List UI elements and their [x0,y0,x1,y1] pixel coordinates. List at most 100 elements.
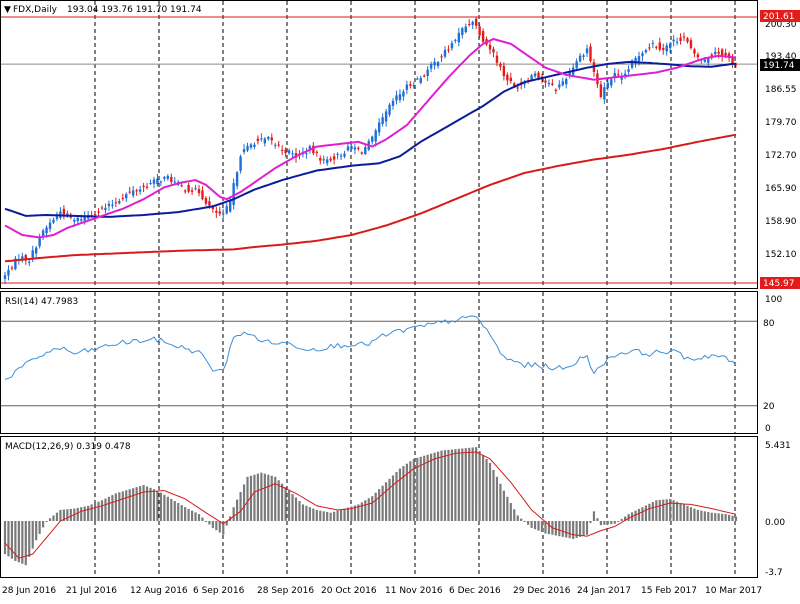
macd-histogram-bar [582,521,585,536]
macd-histogram-bar [284,487,287,521]
candle-body [658,42,661,50]
candle-body [693,49,696,54]
macd-histogram-bar [409,461,412,521]
vertical-gridlines [94,1,736,577]
macd-histogram-bar [232,507,235,521]
candle-body [187,184,190,192]
macd-histogram-bar [159,492,163,521]
price-tick-label: 186.55 [765,85,797,95]
candle-body [173,181,176,183]
candle-body [66,213,69,216]
candle-body [537,72,540,78]
candle-body [568,71,571,76]
macd-histogram-bar [263,473,266,521]
macd-series [3,447,738,566]
candle-body [225,206,228,214]
candle-body [208,201,211,206]
macd-histogram-bar [52,515,55,521]
macd-histogram-bar [45,521,48,522]
macd-histogram-bar [672,500,675,521]
macd-histogram-bar [305,505,308,521]
macd-histogram-bar [430,453,433,521]
macd-histogram-bar [457,448,460,521]
macd-histogram-bar [260,472,263,521]
candle-body [644,50,648,53]
macd-histogram-bar [28,521,31,557]
candle-body [578,55,582,62]
candle-body [544,80,547,83]
macd-histogram-bar [253,474,256,521]
macd-histogram-bar [180,505,183,521]
dropdown-arrow-icon[interactable]: ▼ [4,5,11,15]
macd-histogram-bar [682,504,686,521]
candle-body [170,177,173,183]
candle-body [440,56,443,58]
candle-body [371,136,374,142]
candle-body [31,250,34,258]
macd-histogram-bar [703,511,706,521]
macd-histogram-bar [184,507,187,521]
candle-body [620,77,623,80]
rsi-tick-label: 100 [765,295,782,305]
rsi-pane[interactable] [0,291,758,434]
macd-histogram-bar [416,457,419,521]
candle-body [565,79,568,85]
candle-body [703,59,707,62]
macd-histogram-bar [731,515,734,521]
candle-body [696,54,700,58]
candle-body [138,189,142,192]
price-tick-label: 179.70 [765,118,797,128]
macd-histogram-bar [312,508,315,521]
macd-histogram-bar [384,482,388,521]
macd-histogram-bar [468,447,471,521]
date-label: 11 Nov 2016 [385,586,443,596]
macd-pane[interactable] [0,436,758,578]
candle-body [662,48,665,51]
date-label: 29 Dec 2016 [513,586,571,596]
macd-histogram-bar [644,505,648,521]
macd-histogram-bar [433,452,436,521]
candle-body [10,267,14,269]
candle-body [125,194,128,199]
macd-histogram-bar [194,512,197,521]
macd-histogram-bar [291,494,294,521]
macd-histogram-bar [357,504,360,521]
macd-histogram-bar [641,507,644,521]
candle-body [679,37,682,41]
macd-histogram-bar [128,489,131,521]
candle-body [149,183,152,185]
macd-histogram-bar [568,521,571,539]
candle-body [145,186,149,188]
price-pane[interactable] [0,0,758,289]
candle-body [630,60,634,68]
macd-histogram-bar [686,505,689,521]
macd-histogram-bar [575,521,578,538]
macd-histogram-bar [527,521,530,525]
macd-histogram-bar [488,462,492,521]
macd-histogram-bar [239,491,242,521]
macd-histogram-bar [270,475,273,521]
price-tick-label: 165.90 [765,184,797,194]
macd-histogram-bar [225,521,228,526]
candle-body [502,65,506,76]
macd-histogram-bar [201,517,204,521]
macd-histogram-bar [166,496,169,521]
date-label: 6 Sep 2016 [193,586,245,596]
macd-histogram-bar [76,507,79,521]
candle-body [41,230,45,238]
candle-body [513,83,516,87]
candle-body [260,138,263,140]
candle-body [232,183,235,205]
macd-histogram-bar [714,513,717,521]
candle-body [689,40,693,49]
candle-body [152,179,156,184]
candle-body [325,159,329,164]
macd-histogram-bar [104,498,107,521]
macd-histogram-bar [717,513,720,521]
macd-signal-line [4,451,737,559]
macd-histogram-bar [578,521,582,537]
macd-histogram-bar [301,504,305,521]
candle-body [675,41,679,43]
candle-body [267,136,270,140]
